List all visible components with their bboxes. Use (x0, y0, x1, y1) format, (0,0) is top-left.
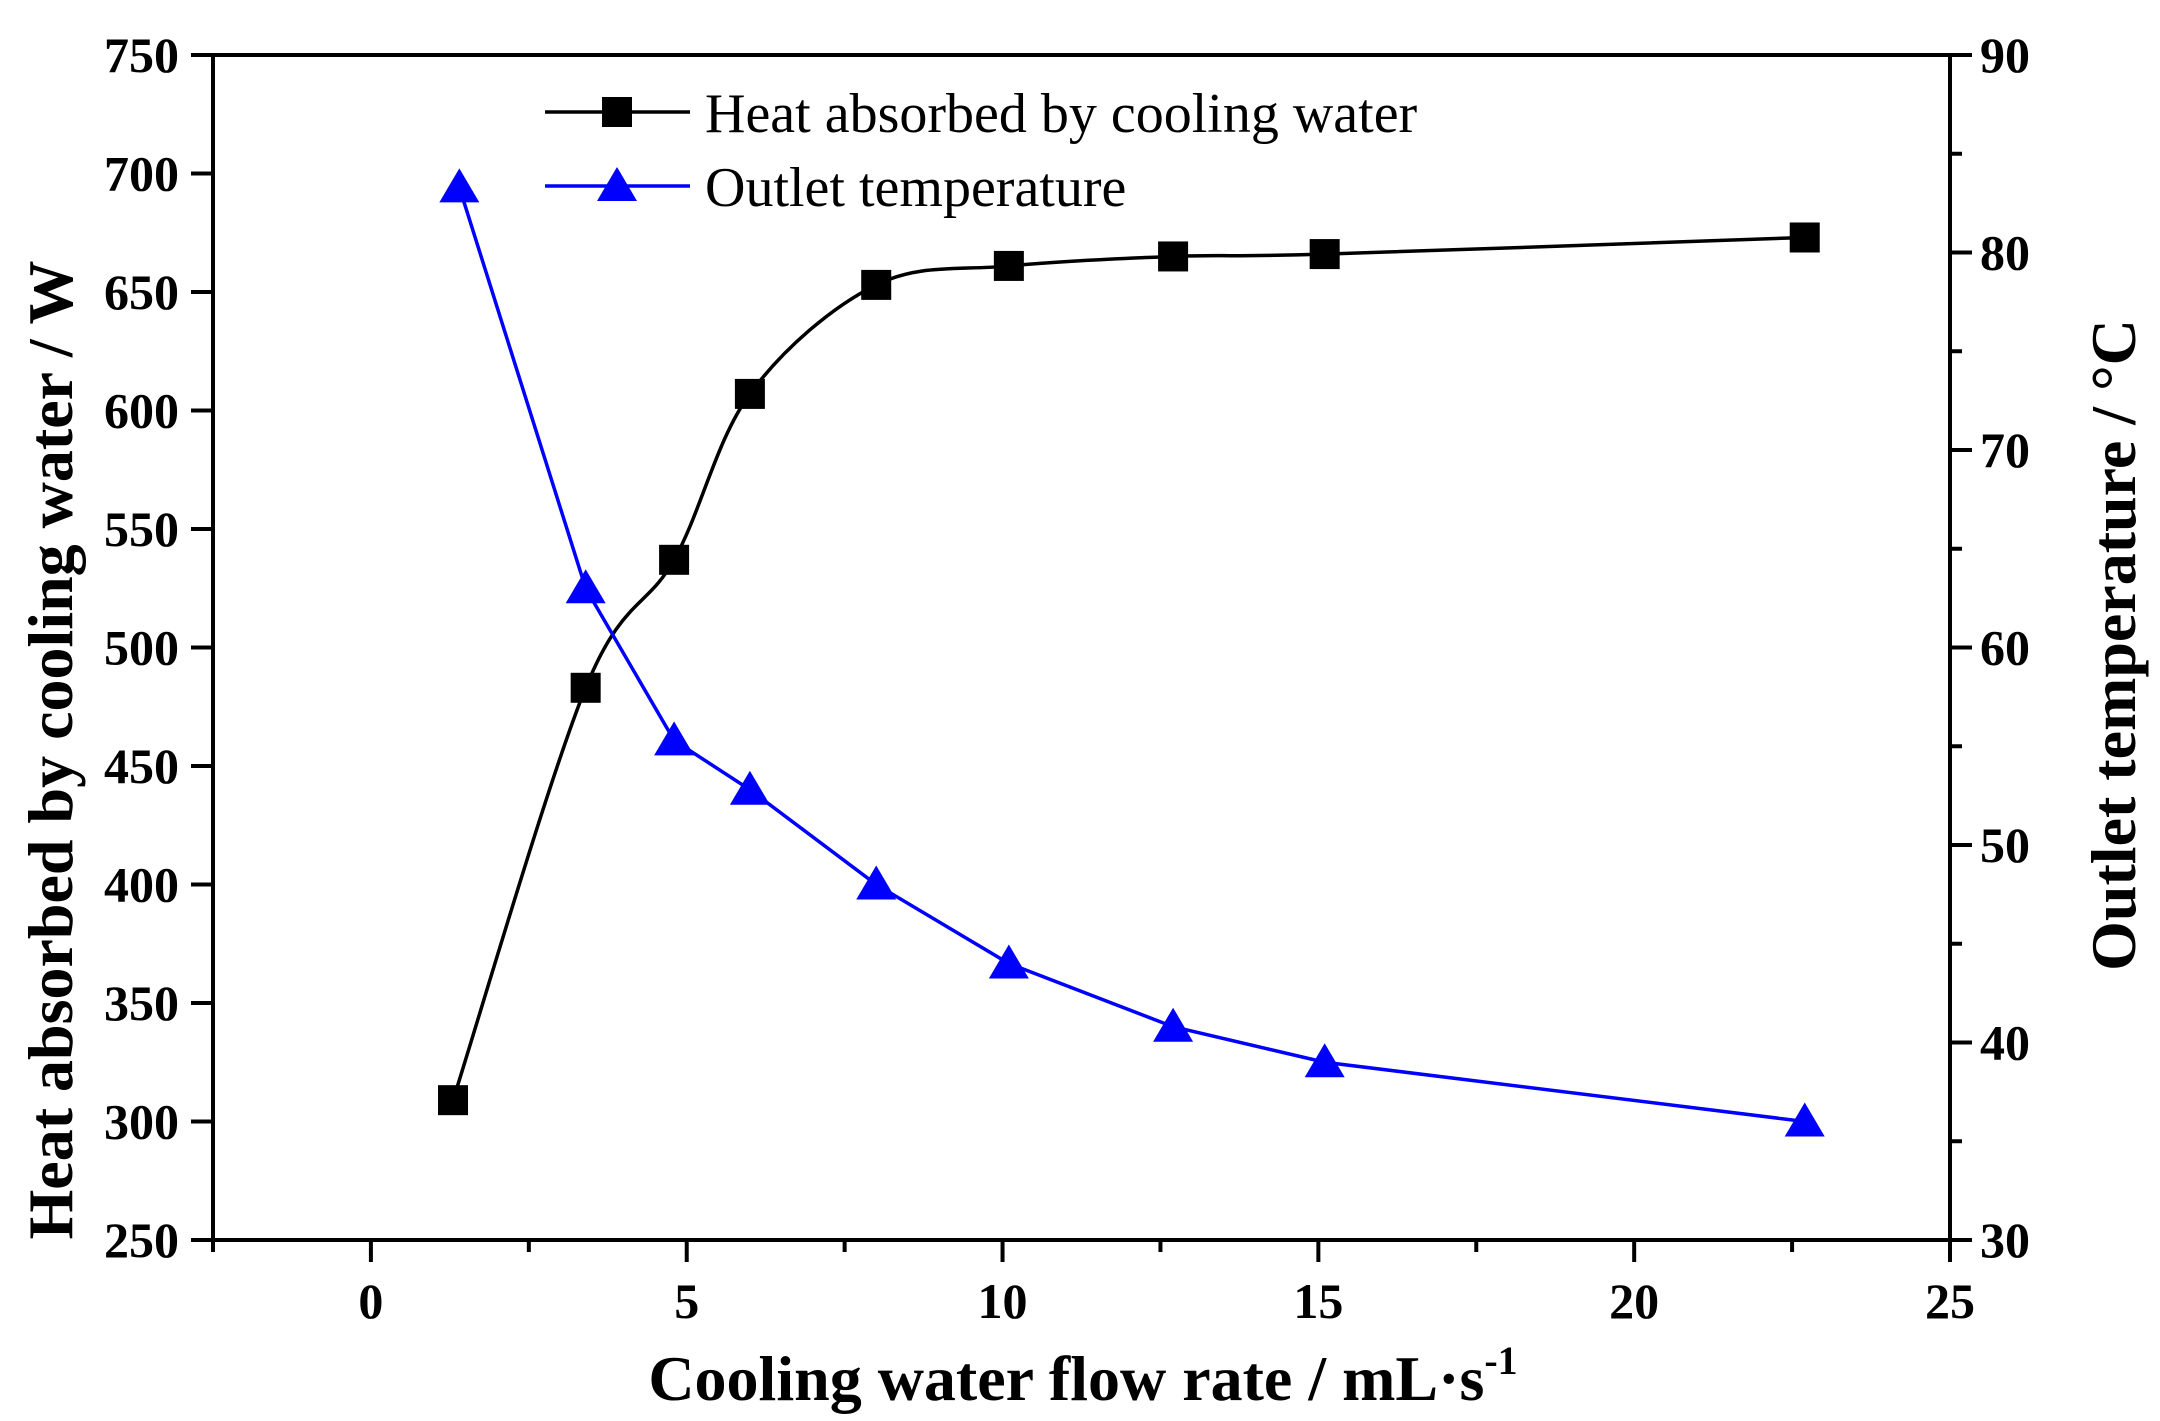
legend-item: Heat absorbed by cooling water (545, 83, 1418, 145)
legend-marker-triangle (597, 167, 637, 201)
y-axis-left-title: Heat absorbed by cooling water / W (15, 261, 86, 1240)
y-right-tick-label: 90 (1980, 27, 2030, 83)
x-tick-label: 20 (1609, 1273, 1659, 1329)
data-point-triangle (1304, 1043, 1345, 1078)
y-axis-right-title: Outlet temperature / °C (2078, 319, 2149, 971)
x-tick-label: 25 (1925, 1273, 1975, 1329)
data-point-triangle (729, 770, 770, 805)
data-point-square (438, 1085, 469, 1116)
legend-label: Heat absorbed by cooling water (705, 83, 1418, 145)
y-left-tick-label: 300 (104, 1094, 179, 1150)
data-point-square (1789, 222, 1820, 253)
y-left-tick-label: 250 (104, 1212, 179, 1268)
data-point-triangle (1153, 1007, 1194, 1042)
data-point-square (1158, 241, 1189, 272)
x-axis-title: Cooling water flow rate / mL·s-1 (648, 1338, 1517, 1414)
data-point-square (1309, 239, 1340, 270)
x-tick-label: 10 (978, 1273, 1028, 1329)
data-point-triangle (439, 168, 480, 203)
y-left-tick-label: 550 (104, 501, 179, 557)
y-left-tick-label: 700 (104, 146, 179, 202)
y-right-tick-label: 50 (1980, 817, 2030, 873)
x-tick-label: 0 (358, 1273, 383, 1329)
y-right-tick-label: 60 (1980, 620, 2030, 676)
y-left-tick-label: 450 (104, 738, 179, 794)
y-left-tick-label: 600 (104, 383, 179, 439)
y-left-tick-label: 500 (104, 620, 179, 676)
data-point-triangle (654, 721, 695, 756)
data-point-square (659, 544, 690, 575)
legend-label: Outlet temperature (705, 157, 1126, 219)
data-point-square (734, 378, 765, 409)
legend-item: Outlet temperature (545, 157, 1126, 219)
data-point-square (861, 269, 892, 300)
y-left-tick-label: 650 (104, 264, 179, 320)
data-point-triangle (565, 569, 606, 604)
x-axis-title-text: Cooling water flow rate / mL·s (648, 1343, 1484, 1414)
axes-layer: 0 5 10 15 20 25 250 300 350 400 450 500 550 600 650 700… (104, 27, 2030, 1329)
data-point-square (570, 672, 601, 703)
y-right-tick-label: 40 (1980, 1015, 2030, 1071)
y-right-tick-label: 70 (1980, 422, 2030, 478)
data-point-triangle (988, 944, 1029, 979)
x-tick-label: 15 (1293, 1273, 1343, 1329)
series-outlet-temperature (439, 168, 1825, 1137)
y-left-tick-label: 750 (104, 27, 179, 83)
data-point-triangle (1784, 1102, 1825, 1137)
y-left-tick-label: 350 (104, 975, 179, 1031)
legend: Heat absorbed by cooling water Outlet tem… (545, 83, 1418, 219)
y-left-tick-label: 400 (104, 857, 179, 913)
plot-frame (211, 53, 1952, 1242)
legend-marker-square (602, 97, 632, 127)
data-point-triangle (856, 865, 897, 900)
y-right-tick-label: 80 (1980, 225, 2030, 281)
series-heat-absorbed (438, 222, 1820, 1116)
series-layer (438, 168, 1825, 1137)
x-axis-title-superscript: -1 (1484, 1338, 1517, 1383)
data-point-square (993, 250, 1024, 281)
x-tick-label: 5 (674, 1273, 699, 1329)
y-right-tick-label: 30 (1980, 1212, 2030, 1268)
